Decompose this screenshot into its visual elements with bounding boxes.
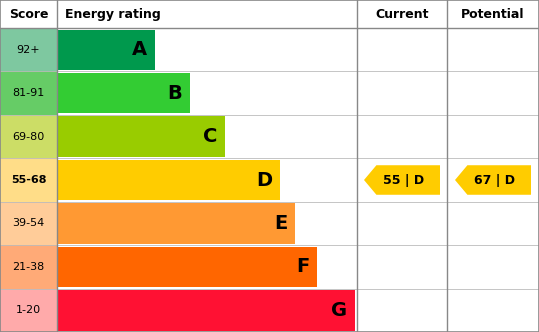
Bar xyxy=(57,116,225,157)
Text: 55-68: 55-68 xyxy=(11,175,46,185)
Text: 67 | D: 67 | D xyxy=(474,174,515,187)
Polygon shape xyxy=(455,165,531,195)
Bar xyxy=(57,247,317,287)
Text: Energy rating: Energy rating xyxy=(65,8,161,21)
Text: A: A xyxy=(132,40,147,59)
Bar xyxy=(57,160,280,200)
Bar xyxy=(0,71,57,115)
Polygon shape xyxy=(364,165,440,195)
Text: F: F xyxy=(296,257,309,276)
Text: B: B xyxy=(167,84,182,103)
Bar xyxy=(0,158,57,202)
Text: 1-20: 1-20 xyxy=(16,305,41,315)
Bar xyxy=(57,30,155,70)
Bar xyxy=(57,73,190,113)
Text: Potential: Potential xyxy=(461,8,525,21)
Bar xyxy=(57,203,295,244)
Text: Current: Current xyxy=(375,8,429,21)
Bar xyxy=(0,245,57,289)
Text: 69-80: 69-80 xyxy=(12,131,45,141)
Text: 55 | D: 55 | D xyxy=(383,174,424,187)
Bar xyxy=(0,289,57,332)
Text: 21-38: 21-38 xyxy=(12,262,45,272)
Text: G: G xyxy=(331,301,347,320)
Text: 81-91: 81-91 xyxy=(12,88,45,98)
Text: 39-54: 39-54 xyxy=(12,218,45,228)
Text: Score: Score xyxy=(9,8,49,21)
Bar xyxy=(0,28,57,71)
Bar xyxy=(0,115,57,158)
Text: E: E xyxy=(274,214,287,233)
Bar xyxy=(57,290,355,330)
Bar xyxy=(0,202,57,245)
Text: D: D xyxy=(256,171,272,190)
Text: 92+: 92+ xyxy=(17,45,40,55)
Text: C: C xyxy=(203,127,217,146)
